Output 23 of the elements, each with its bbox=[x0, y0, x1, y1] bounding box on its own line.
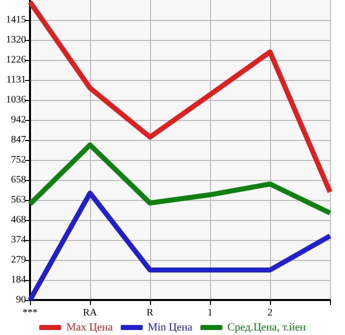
y-tick-label: 374 bbox=[11, 234, 26, 246]
y-tick-label: 658 bbox=[11, 174, 26, 186]
y-tick-label: 563 bbox=[11, 194, 26, 206]
legend-label: Сред.Цена, т.йен bbox=[227, 322, 306, 334]
y-tick-label: 1415 bbox=[6, 14, 26, 26]
y-tick-label: 1226 bbox=[6, 54, 26, 66]
y-tick-label: 468 bbox=[11, 214, 26, 226]
y-tick-label: 847 bbox=[11, 134, 26, 146]
y-tick-label: 1320 bbox=[6, 34, 26, 46]
y-tick-label: 184 bbox=[11, 274, 26, 286]
y-tick-label: 752 bbox=[11, 154, 26, 166]
y-tick-label: 1131 bbox=[6, 74, 26, 86]
x-tick-label: *** bbox=[22, 308, 38, 318]
legend-label: Min Цена bbox=[148, 322, 193, 334]
x-tick-label: R bbox=[146, 308, 154, 318]
y-tick-label: 90 bbox=[16, 294, 26, 306]
x-tick-label: RA bbox=[83, 308, 98, 318]
y-tick-label: 1036 bbox=[6, 94, 26, 106]
x-tick-label: 1 bbox=[208, 308, 212, 318]
x-tick-label: 2 bbox=[268, 308, 272, 318]
y-tick-label: 942 bbox=[11, 114, 26, 126]
legend-label: Max Цена bbox=[66, 322, 113, 334]
y-tick-label: 279 bbox=[11, 254, 26, 266]
